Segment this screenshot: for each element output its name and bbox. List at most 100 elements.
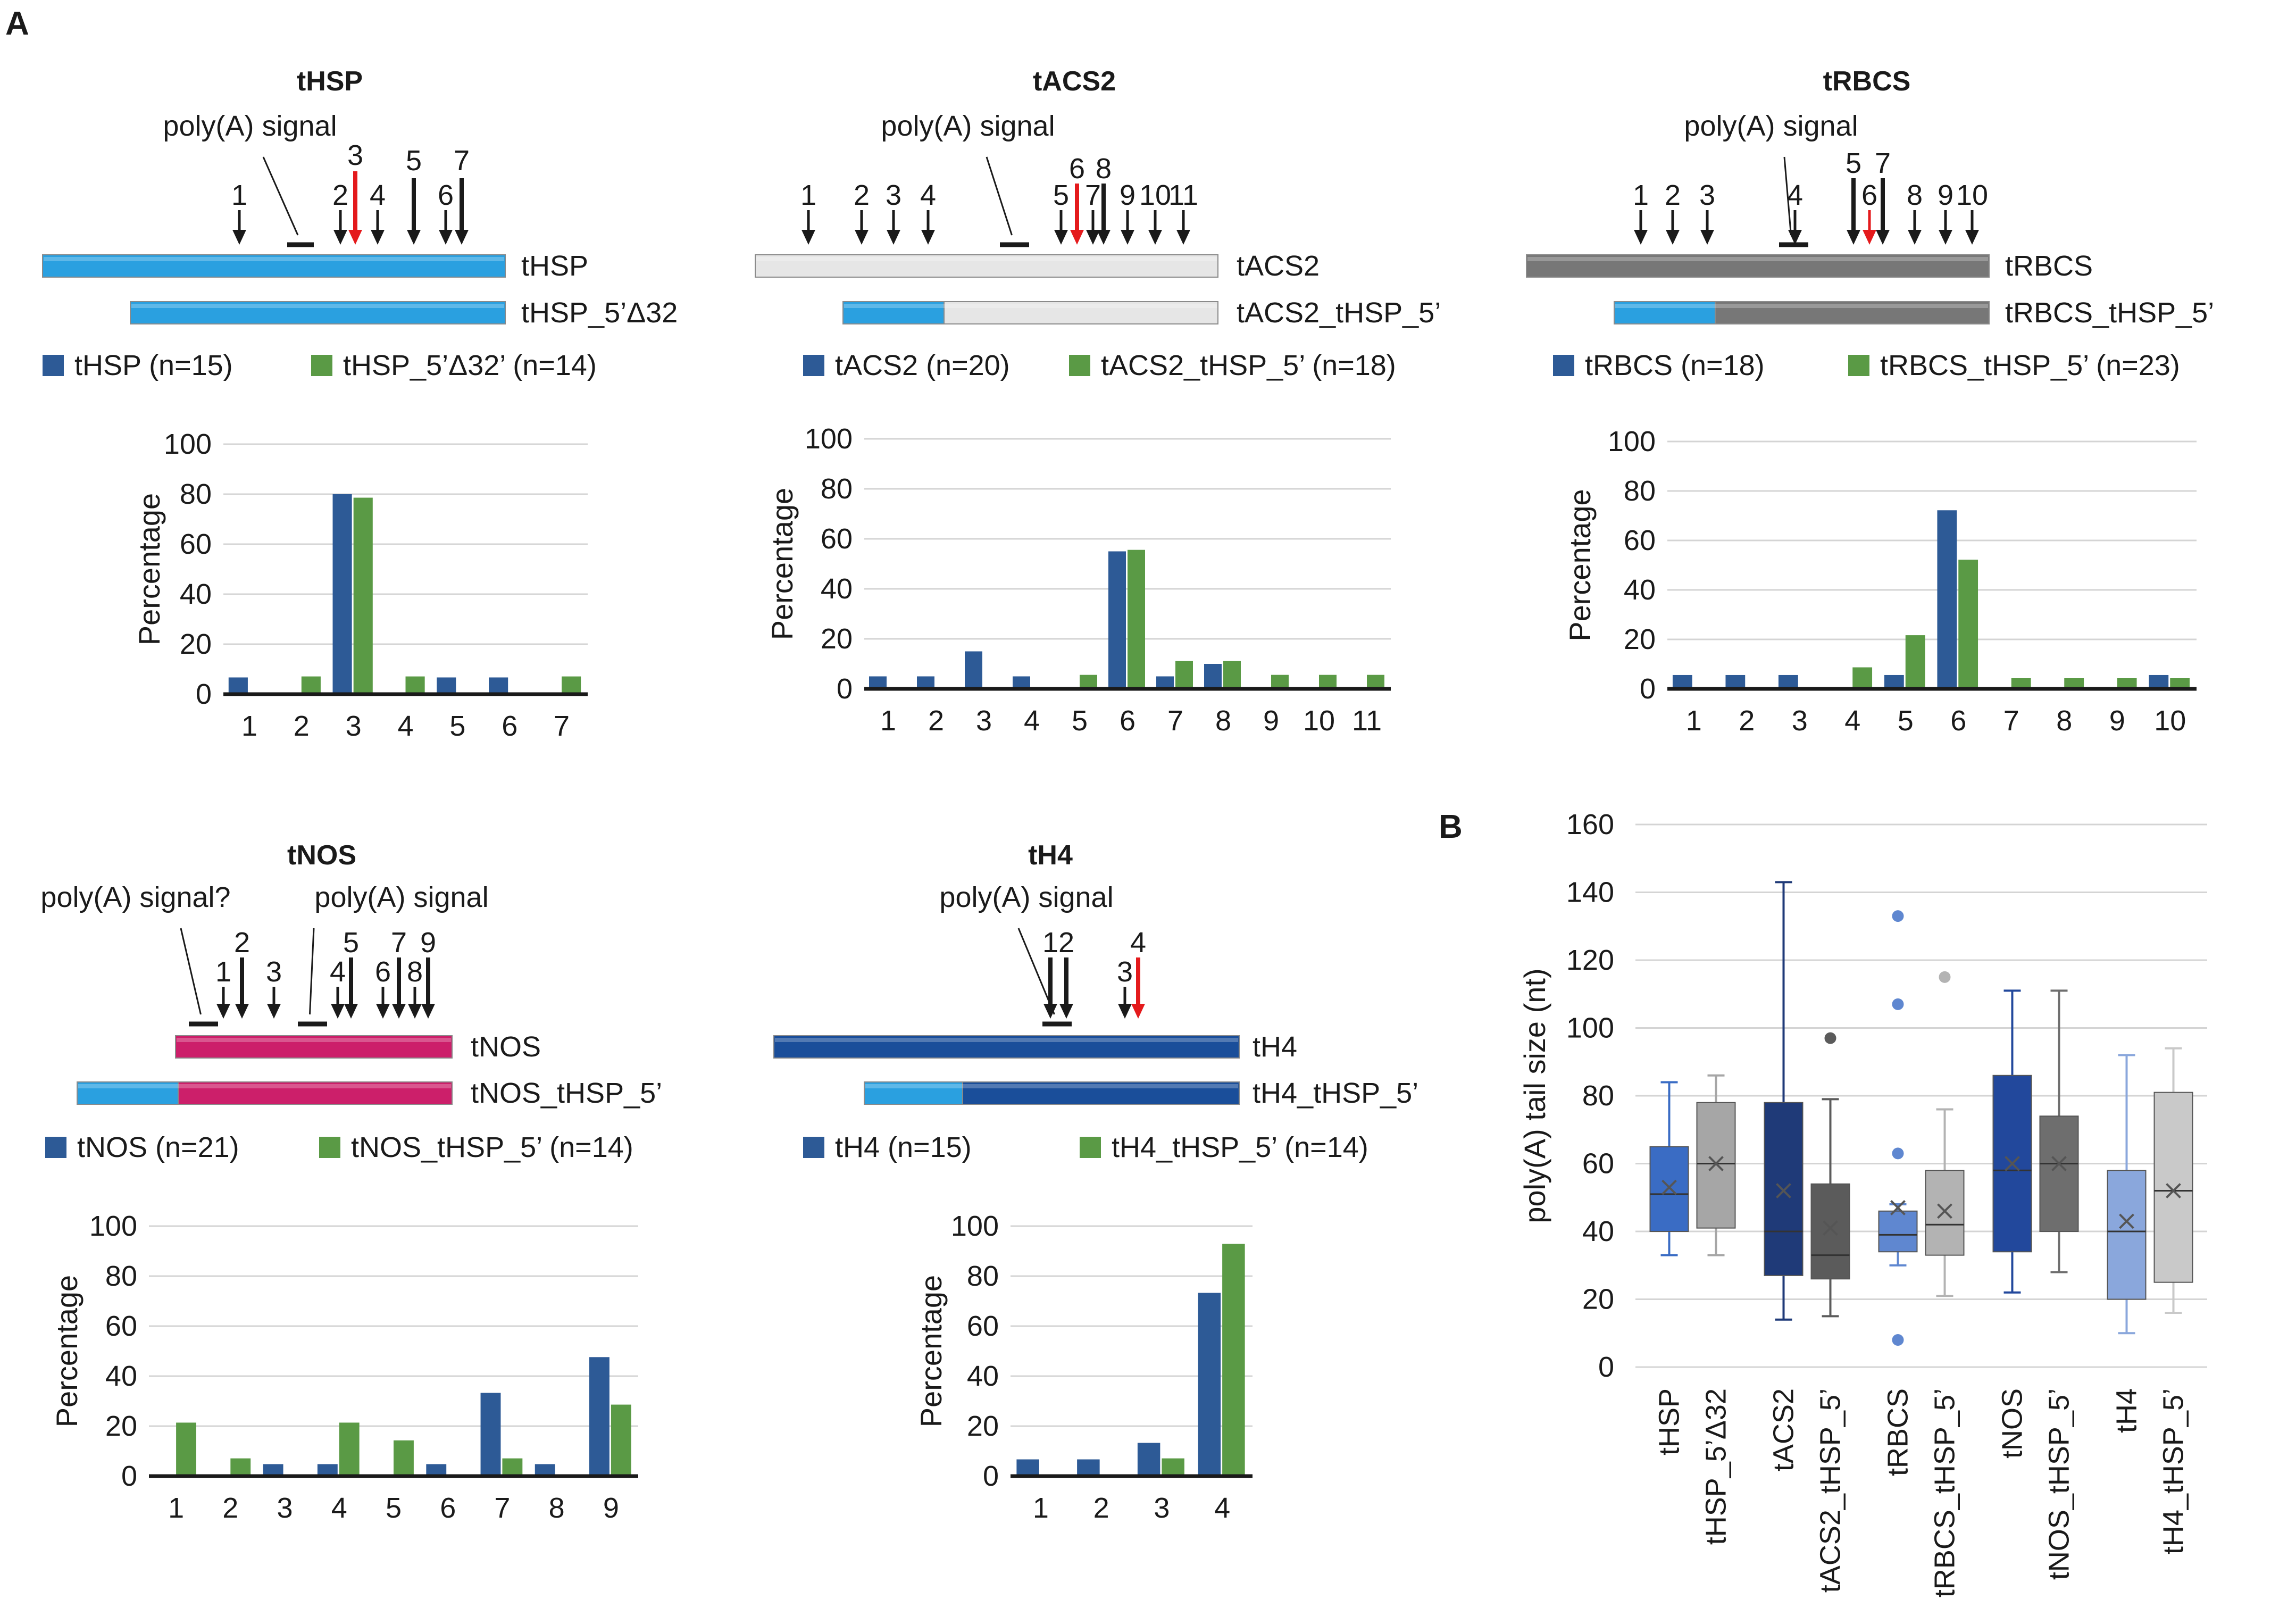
site-label: 3 xyxy=(1699,179,1715,211)
bar xyxy=(869,676,887,689)
polya-signal-label: poly(A) signal xyxy=(314,881,488,913)
polya-signal-label: poly(A) signal xyxy=(881,110,1055,142)
box-tRBCS: tRBCS xyxy=(1878,910,1918,1476)
y-axis-label: Percentage xyxy=(1563,489,1597,641)
bar xyxy=(1778,674,1798,689)
x-tick-label: 1 xyxy=(1033,1492,1049,1524)
bar xyxy=(2117,678,2137,689)
site-label: 3 xyxy=(347,139,363,171)
x-tick-label: 6 xyxy=(1120,705,1136,737)
site-label: 3 xyxy=(1117,956,1133,988)
bar xyxy=(2011,678,2031,689)
y-tick-label: 80 xyxy=(180,478,212,510)
x-tick-label: 3 xyxy=(346,710,362,742)
y-tick-label: 20 xyxy=(967,1410,999,1442)
polya-signal-pointer xyxy=(986,156,1013,236)
bar xyxy=(228,677,248,694)
y-axis-label: Percentage xyxy=(50,1275,84,1427)
construct-label: tH4_tHSP_5’ xyxy=(1253,1077,1418,1109)
x-tick-label: 5 xyxy=(1072,705,1088,737)
y-tick-label: 0 xyxy=(983,1460,999,1492)
y-tick-label: 60 xyxy=(180,528,212,560)
bar xyxy=(502,1458,523,1476)
x-tick-label: tACS2_tHSP_5’ xyxy=(1815,1388,1847,1593)
bar xyxy=(176,1422,196,1476)
site-label: 4 xyxy=(1787,179,1803,211)
site-label: 2 xyxy=(1058,927,1074,959)
construct-bar-shine xyxy=(865,1084,1238,1088)
y-tick-label: 0 xyxy=(121,1460,137,1492)
x-tick-label: 9 xyxy=(603,1492,619,1524)
x-tick-label: 7 xyxy=(1167,705,1183,737)
outlier xyxy=(1892,1147,1904,1160)
bar xyxy=(1725,674,1746,689)
construct-label: tHSP xyxy=(521,250,588,282)
y-tick-label: 80 xyxy=(821,473,853,505)
mean-marker xyxy=(1890,1200,1906,1215)
panel-title: tNOS xyxy=(287,840,356,871)
construct-bar xyxy=(773,1035,1240,1059)
polya-signal-pointer xyxy=(309,928,315,1015)
bar xyxy=(339,1422,360,1476)
y-tick-label: 40 xyxy=(105,1360,137,1392)
x-tick-label: 10 xyxy=(2154,705,2186,737)
box xyxy=(1696,1102,1736,1229)
construct-bar-shine xyxy=(1615,304,1988,308)
box-tACS2_tHSP_5’: tACS2_tHSP_5’ xyxy=(1810,1032,1850,1593)
polya-signal-pointer xyxy=(262,156,299,236)
bar xyxy=(489,677,508,694)
panel-title: tRBCS xyxy=(1823,66,1911,97)
bar xyxy=(1223,661,1241,689)
y-tick-label: 80 xyxy=(1582,1080,1614,1112)
y-tick-label: 120 xyxy=(1566,944,1614,976)
site-label: 6 xyxy=(1069,153,1085,185)
y-tick-label: 60 xyxy=(1624,524,1656,556)
box-tNOS_tHSP_5’: tNOS_tHSP_5’ xyxy=(2039,989,2079,1580)
x-tick-label: 2 xyxy=(294,710,310,742)
y-tick-label: 40 xyxy=(1582,1215,1614,1247)
y-tick-label: 20 xyxy=(1582,1284,1614,1315)
y-tick-label: 20 xyxy=(821,623,853,655)
construct-bar-body xyxy=(178,1081,453,1105)
construct-bar-body xyxy=(1715,301,1990,324)
box xyxy=(1764,1102,1804,1276)
bar xyxy=(1108,551,1126,689)
x-tick-label: 6 xyxy=(1950,705,1966,737)
site-label: 1 xyxy=(215,956,231,988)
y-tick-label: 100 xyxy=(951,1210,999,1242)
mean-marker xyxy=(1776,1183,1791,1198)
bar xyxy=(2064,678,2084,689)
bar xyxy=(562,676,581,694)
y-tick-label: 100 xyxy=(805,423,853,455)
x-tick-label: 9 xyxy=(1263,705,1279,737)
box-tRBCS_tHSP_5’: tRBCS_tHSP_5’ xyxy=(1925,971,1965,1597)
construct-label: tNOS xyxy=(471,1031,541,1063)
bar xyxy=(589,1357,610,1476)
x-tick-label: 1 xyxy=(880,705,896,737)
construct-label: tACS2_tHSP_5’ xyxy=(1237,297,1441,329)
bar xyxy=(405,676,425,694)
panel-title: tHSP xyxy=(297,66,363,97)
x-tick-label: 7 xyxy=(554,710,570,742)
mean-marker xyxy=(2051,1156,2067,1171)
x-tick-label: 2 xyxy=(1093,1492,1109,1524)
site-label: 7 xyxy=(1085,179,1101,211)
x-tick-label: 8 xyxy=(2056,705,2072,737)
y-tick-label: 0 xyxy=(196,678,212,710)
panel-label-a: A xyxy=(5,5,29,42)
construct-bar-body xyxy=(962,1081,1240,1105)
construct-bar-shine xyxy=(844,304,1217,308)
legend-label: tH4 (n=15) xyxy=(835,1131,972,1163)
legend-swatch xyxy=(1848,355,1869,376)
bar xyxy=(1271,674,1289,689)
box-tH4_tHSP_5’: tH4_tHSP_5’ xyxy=(2153,1047,2193,1554)
bar xyxy=(1937,510,1957,689)
x-tick-label: tHSP_5’Δ32 xyxy=(1700,1388,1732,1545)
y-tick-label: 40 xyxy=(821,573,853,605)
x-tick-label: tNOS_tHSP_5’ xyxy=(2043,1388,2075,1580)
box xyxy=(1810,1183,1850,1280)
construct-bar-tHSP-5 xyxy=(864,1081,963,1105)
construct-bar-shine xyxy=(44,257,504,261)
